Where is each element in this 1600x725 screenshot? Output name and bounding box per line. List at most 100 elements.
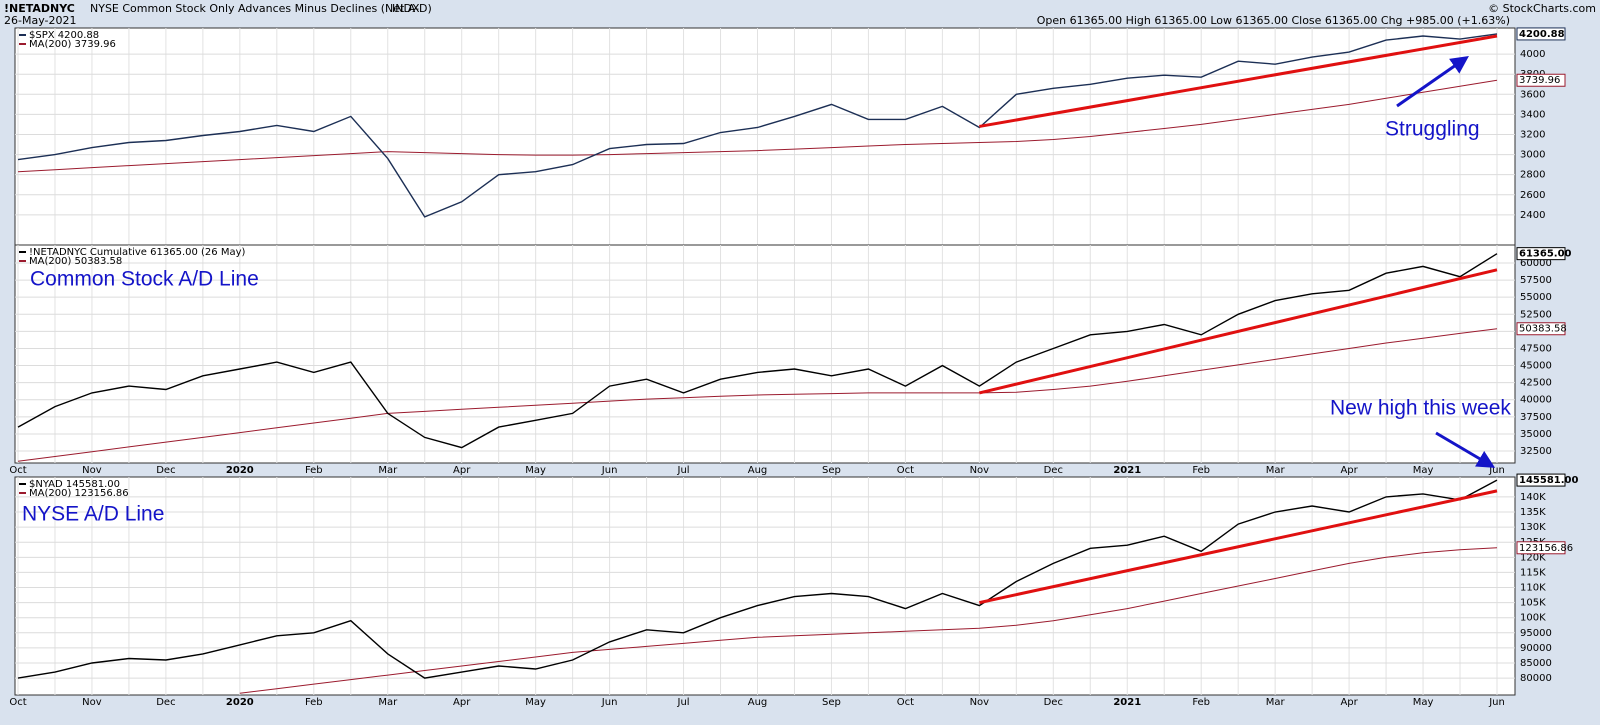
x-tick-label: Jul — [677, 465, 690, 476]
last-value-box — [1516, 473, 1566, 487]
y-tick-label: 3000 — [1520, 150, 1545, 161]
y-tick-label: 32500 — [1520, 446, 1552, 457]
x-tick-label: Nov — [82, 465, 102, 476]
y-tick-label: 105K — [1520, 598, 1546, 609]
y-tick-label: 130K — [1520, 522, 1546, 533]
credit: © StockCharts.com — [1488, 2, 1596, 15]
annotation: New high this week — [1330, 397, 1511, 420]
x-tick-label: Nov — [970, 697, 990, 708]
x-tick-label: Aug — [748, 697, 768, 708]
y-tick-label: 2800 — [1520, 170, 1545, 181]
quote: Open 61365.00 High 61365.00 Low 61365.00… — [1037, 14, 1510, 27]
last-value-label: 3739.96 — [1519, 75, 1560, 86]
x-tick-label: Feb — [1192, 697, 1210, 708]
last-value-box — [1516, 73, 1566, 87]
x-tick-label: Mar — [1266, 465, 1286, 476]
y-tick-label: 85000 — [1520, 658, 1552, 669]
last-value-label: 61365.00 — [1519, 249, 1572, 260]
legend-label: MA(200) 3739.96 — [29, 39, 116, 50]
arrow — [1435, 431, 1496, 468]
series-line — [17, 79, 1498, 173]
series-line — [17, 253, 1498, 449]
y-tick-label: 52500 — [1520, 309, 1552, 320]
x-tick-label: Oct — [897, 697, 914, 708]
series-line — [17, 479, 1498, 679]
x-tick-label: Oct — [897, 465, 914, 476]
y-tick-label: 37500 — [1520, 412, 1552, 423]
annotation: Common Stock A/D Line — [30, 268, 259, 291]
x-tick-label: 2021 — [1113, 697, 1141, 708]
last-value-label: 4200.88 — [1519, 29, 1565, 40]
series-line — [17, 328, 1498, 462]
trendline — [979, 34, 1498, 128]
panel — [14, 27, 1516, 246]
y-tick-label: 42500 — [1520, 378, 1552, 389]
legend-label: $SPX 4200.88 — [29, 30, 99, 41]
y-tick-label: 55000 — [1520, 292, 1552, 303]
y-tick-label: 115K — [1520, 567, 1546, 578]
x-tick-label: Dec — [156, 697, 175, 708]
y-tick-label: 80000 — [1520, 673, 1552, 684]
y-tick-label: 45000 — [1520, 361, 1552, 372]
x-tick-label: Mar — [378, 465, 398, 476]
y-tick-label: 40000 — [1520, 395, 1552, 406]
y-tick-label: 2600 — [1520, 190, 1545, 201]
last-value-box — [1516, 27, 1566, 41]
x-tick-label: Mar — [1266, 697, 1286, 708]
x-tick-label: Jun — [1488, 465, 1505, 476]
x-tick-label: Sep — [822, 465, 841, 476]
x-tick-label: Apr — [1340, 697, 1358, 708]
x-tick-label: Apr — [453, 697, 471, 708]
legend-label: $NYAD 145581.00 — [29, 479, 120, 490]
series-line — [239, 547, 1498, 694]
x-tick-label: Nov — [82, 697, 102, 708]
x-tick-label: Jun — [601, 465, 618, 476]
x-tick-label: May — [1413, 465, 1434, 476]
y-tick-label: 35000 — [1520, 429, 1552, 440]
date: 26-May-2021 — [4, 14, 76, 27]
trendline — [979, 268, 1498, 395]
last-value-label: 50383.58 — [1519, 324, 1567, 335]
y-tick-label: 110K — [1520, 583, 1546, 594]
x-tick-label: Jul — [677, 697, 690, 708]
x-tick-label: Feb — [305, 697, 323, 708]
x-tick-label: 2020 — [226, 465, 254, 476]
last-value-box — [1516, 247, 1566, 261]
legend-label: !NETADNYC Cumulative 61365.00 (26 May) — [29, 247, 246, 258]
x-tick-label: Jun — [1488, 697, 1505, 708]
x-tick-label: Dec — [1044, 465, 1063, 476]
last-value-box — [1516, 541, 1566, 555]
last-value-label: 123156.86 — [1519, 543, 1573, 554]
plots: 2400260028003000320034003600380040003739… — [9, 27, 1579, 708]
x-tick-label: Dec — [1044, 697, 1063, 708]
x-tick-label: 2021 — [1113, 465, 1141, 476]
x-tick-label: Apr — [1340, 465, 1358, 476]
x-tick-label: Feb — [305, 465, 323, 476]
x-tick-label: Oct — [9, 697, 26, 708]
annotation: Struggling — [1385, 118, 1480, 141]
last-value-box — [1516, 322, 1566, 336]
x-tick-label: Dec — [156, 465, 175, 476]
y-tick-label: 140K — [1520, 492, 1546, 503]
symbol: !NETADNYC — [4, 2, 75, 15]
exchange: INDX — [392, 2, 420, 15]
legend-label: MA(200) 50383.58 — [29, 256, 122, 267]
panel — [14, 244, 1516, 464]
x-tick-label: Nov — [970, 465, 990, 476]
y-tick-label: 2400 — [1520, 210, 1545, 221]
y-tick-label: 135K — [1520, 507, 1546, 518]
y-tick-label: 90000 — [1520, 643, 1552, 654]
x-tick-label: Sep — [822, 697, 841, 708]
y-tick-label: 120K — [1520, 552, 1546, 563]
x-tick-label: Jun — [601, 697, 618, 708]
x-tick-label: Apr — [453, 465, 471, 476]
x-tick-label: Aug — [748, 465, 768, 476]
y-tick-label: 100K — [1520, 613, 1546, 624]
trendline — [979, 489, 1498, 605]
y-tick-label: 4000 — [1520, 49, 1545, 60]
panel — [14, 476, 1516, 696]
series-line — [17, 33, 1498, 218]
y-tick-label: 3400 — [1520, 109, 1545, 120]
